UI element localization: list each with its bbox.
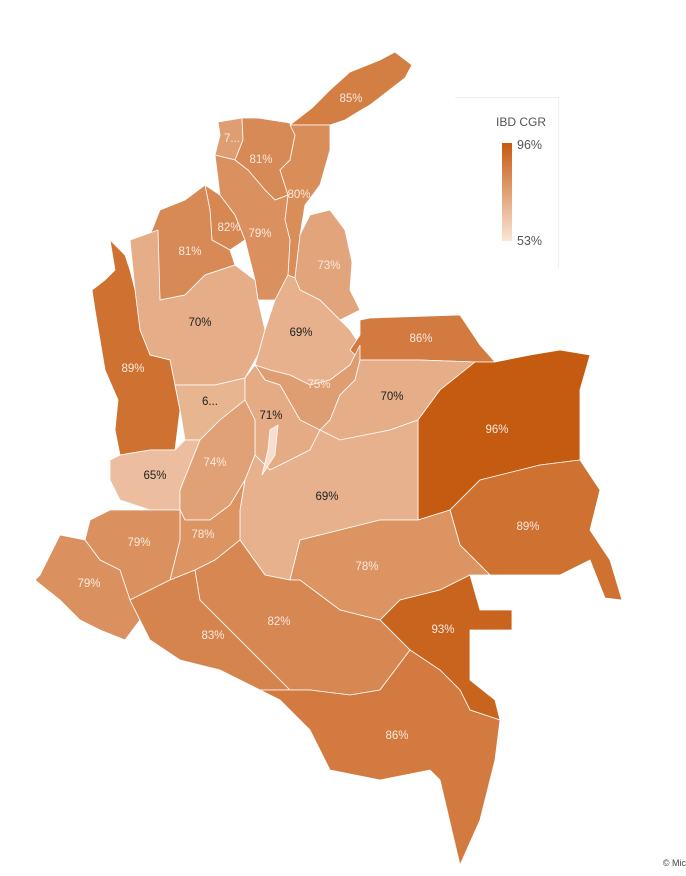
region-label-choco: 89% <box>121 363 144 375</box>
region-label-santander: 69% <box>289 327 312 339</box>
region-label-magdalena: 81% <box>249 154 272 166</box>
region-bogota[interactable] <box>261 424 279 476</box>
color-legend: IBD CGR 96% 53% <box>455 97 559 268</box>
region-label-boyaca: 75% <box>307 379 330 391</box>
region-label-meta: 69% <box>315 491 338 503</box>
region-label-cesar: 80% <box>287 189 310 201</box>
region-label-antioquia: 70% <box>188 317 211 329</box>
region-label-vaupes: 93% <box>431 624 454 636</box>
region-label-huila: 78% <box>191 529 214 541</box>
region-label-narino: 79% <box>77 578 100 590</box>
region-label-cundinamarca: 71% <box>259 410 282 422</box>
region-label-vichada: 96% <box>485 424 508 436</box>
region-amazonas[interactable] <box>259 649 501 867</box>
region-label-guainia: 89% <box>516 521 539 533</box>
legend-gradient-bar <box>502 143 512 241</box>
region-label-arauca: 86% <box>409 333 432 345</box>
region-label-amazonas: 86% <box>385 730 408 742</box>
region-label-cauca: 79% <box>127 537 150 549</box>
region-label-casanare: 70% <box>380 391 403 403</box>
region-label-eje-cafetero: 6... <box>202 396 218 408</box>
region-label-valle: 65% <box>143 470 166 482</box>
region-label-sucre: 82% <box>217 222 240 234</box>
region-label-guajira: 85% <box>339 93 362 105</box>
region-label-tolima: 74% <box>203 457 226 469</box>
region-label-caqueta: 82% <box>267 616 290 628</box>
region-label-bolivar: 79% <box>248 228 271 240</box>
map-credit: © Mic <box>662 858 686 868</box>
region-label-putumayo: 83% <box>201 630 224 642</box>
legend-min-label: 53% <box>517 234 543 248</box>
region-label-guaviare: 78% <box>355 561 378 573</box>
legend-max-label: 96% <box>517 138 543 152</box>
region-guajira[interactable] <box>288 51 413 126</box>
region-label-norte-santander: 73% <box>317 260 340 272</box>
region-label-cordoba: 81% <box>178 246 201 258</box>
region-label-atlantico: 7... <box>224 133 240 145</box>
legend-title: IBD CGR <box>496 115 547 129</box>
